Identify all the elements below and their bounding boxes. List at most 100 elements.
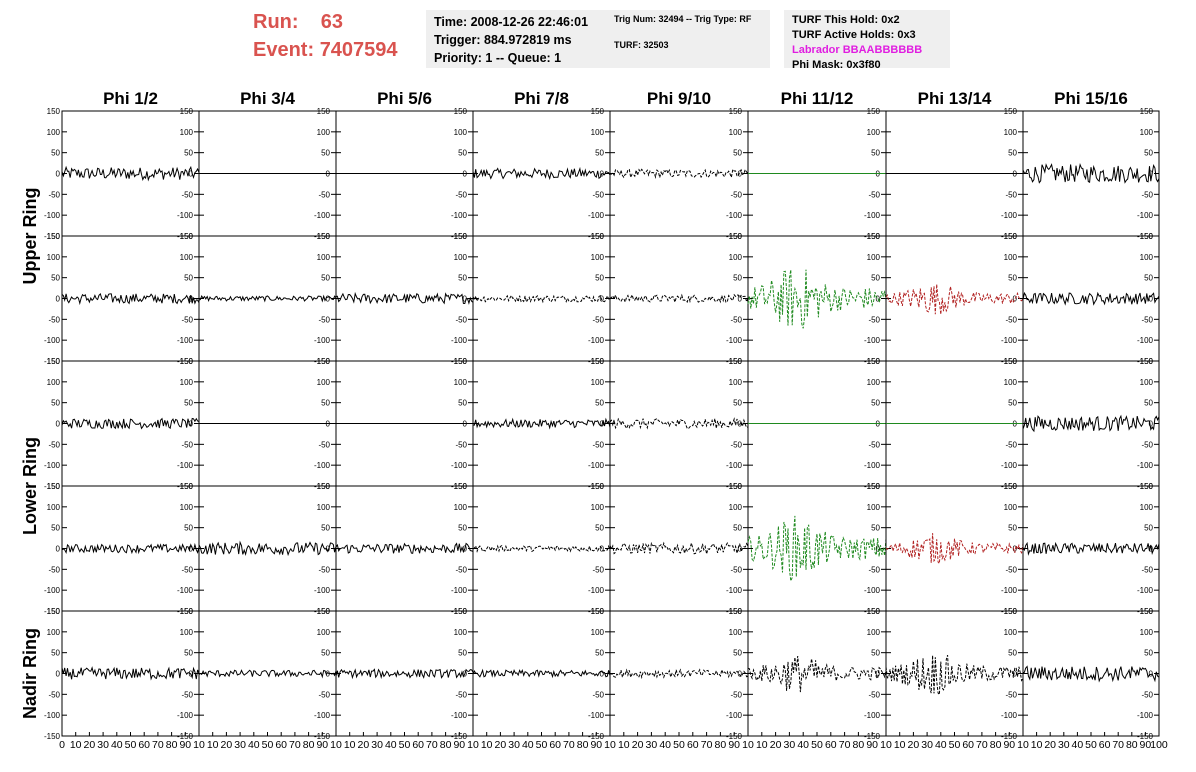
x-tick-label: 30 <box>646 739 658 751</box>
x-tick-label: 10 <box>742 739 754 751</box>
y-tick-label: -100 <box>314 211 331 220</box>
y-tick-label: -50 <box>455 565 467 574</box>
y-tick-label: -50 <box>730 565 742 574</box>
y-tick-label: 150 <box>729 357 743 366</box>
x-tick-label: 50 <box>262 739 274 751</box>
x-tick-label: 70 <box>976 739 988 751</box>
y-tick-label: 50 <box>458 399 467 408</box>
x-tick-label: 60 <box>549 739 561 751</box>
y-tick-label: 150 <box>454 607 468 616</box>
y-tick-label: 100 <box>317 628 331 637</box>
x-tick-label: 60 <box>687 739 699 751</box>
y-tick-label: -50 <box>48 690 60 699</box>
x-tick-label: 10 <box>1031 739 1043 751</box>
waveform-trace <box>747 655 887 693</box>
y-tick-label: 50 <box>871 524 880 533</box>
y-tick-label: 50 <box>1144 649 1153 658</box>
y-tick-label: -150 <box>44 607 61 616</box>
x-tick-label: 30 <box>1058 739 1070 751</box>
y-tick-label: 50 <box>321 149 330 158</box>
event-value: 7407594 <box>319 39 398 61</box>
x-tick-label: 40 <box>1072 739 1084 751</box>
y-tick-label: 50 <box>595 149 604 158</box>
y-tick-label: 150 <box>1004 232 1018 241</box>
y-tick-label: 150 <box>47 482 61 491</box>
x-tick-label: 10 <box>880 739 892 751</box>
y-tick-label: -50 <box>1141 315 1153 324</box>
x-tick-label: 90 <box>1003 739 1015 751</box>
y-tick-label: -50 <box>1005 315 1017 324</box>
y-tick-label: 150 <box>317 482 331 491</box>
y-tick-label: 0 <box>1149 420 1154 429</box>
trig-num-panel: Trig Num: 32494 -- Trig Type: RF TURF: 3… <box>606 10 770 68</box>
y-tick-label: 50 <box>1144 149 1153 158</box>
y-tick-label: 150 <box>591 357 605 366</box>
y-tick-label: -100 <box>451 336 468 345</box>
labrador-text: Labrador BBAABBBBBB <box>792 44 923 56</box>
y-tick-label: 0 <box>738 295 743 304</box>
y-tick-label: 100 <box>180 253 194 262</box>
x-tick-label: 10 <box>70 739 82 751</box>
waveform-trace <box>609 293 749 304</box>
y-tick-label: 150 <box>47 607 61 616</box>
ring-label: Nadir Ring <box>20 628 40 719</box>
x-tick-label: 20 <box>358 739 370 751</box>
waveform-trace <box>885 533 1024 565</box>
waveform-trace <box>61 542 200 555</box>
y-tick-label: 150 <box>591 607 605 616</box>
x-tick-label: 70 <box>426 739 438 751</box>
x-tick-label: 10 <box>207 739 219 751</box>
y-tick-label: 50 <box>321 274 330 283</box>
y-tick-label: 50 <box>1008 399 1017 408</box>
y-tick-label: 150 <box>180 357 194 366</box>
turf-hold-text: TURF This Hold: 0x2 <box>792 14 900 26</box>
y-tick-label: -150 <box>1001 732 1018 741</box>
y-tick-label: 100 <box>1140 128 1154 137</box>
y-tick-label: 150 <box>729 607 743 616</box>
x-tick-label: 80 <box>853 739 865 751</box>
y-tick-label: 100 <box>47 628 61 637</box>
y-tick-label: -100 <box>864 336 881 345</box>
y-tick-label: -100 <box>1137 461 1154 470</box>
y-tick-label: -150 <box>44 357 61 366</box>
y-tick-label: -100 <box>451 461 468 470</box>
y-tick-label: -50 <box>48 190 60 199</box>
y-tick-label: -50 <box>592 440 604 449</box>
y-tick-label: 150 <box>729 232 743 241</box>
waveform-trace <box>198 540 337 557</box>
y-tick-label: -50 <box>455 440 467 449</box>
y-tick-label: 50 <box>184 274 193 283</box>
y-tick-label: 100 <box>1140 503 1154 512</box>
y-tick-label: 50 <box>871 274 880 283</box>
y-tick-label: -50 <box>868 190 880 199</box>
y-tick-label: 50 <box>321 524 330 533</box>
y-tick-label: 150 <box>1140 607 1154 616</box>
y-tick-label: -100 <box>314 586 331 595</box>
y-tick-label: 150 <box>591 482 605 491</box>
column-title: Phi 5/6 <box>377 89 432 108</box>
y-tick-label: 150 <box>317 607 331 616</box>
y-tick-label: 100 <box>47 253 61 262</box>
y-tick-label: 50 <box>51 149 60 158</box>
y-tick-label: 50 <box>184 149 193 158</box>
y-tick-label: 50 <box>184 524 193 533</box>
waveform-trace <box>335 291 474 305</box>
y-tick-label: 150 <box>867 357 881 366</box>
y-tick-label: 100 <box>1004 128 1018 137</box>
y-tick-label: -100 <box>314 461 331 470</box>
x-tick-label: 60 <box>962 739 974 751</box>
y-tick-label: 100 <box>47 503 61 512</box>
y-tick-label: -50 <box>455 690 467 699</box>
x-tick-label: 80 <box>303 739 315 751</box>
x-tick-label: 40 <box>522 739 534 751</box>
y-tick-label: 50 <box>733 524 742 533</box>
y-tick-label: 150 <box>1004 107 1018 116</box>
y-tick-label: -50 <box>868 690 880 699</box>
y-tick-label: -100 <box>314 711 331 720</box>
waveform-trace <box>472 668 611 679</box>
y-tick-label: -50 <box>1141 565 1153 574</box>
y-tick-label: -100 <box>864 211 881 220</box>
x-tick-label: 90 <box>179 739 191 751</box>
y-tick-label: -50 <box>181 440 193 449</box>
y-tick-label: 100 <box>729 128 743 137</box>
